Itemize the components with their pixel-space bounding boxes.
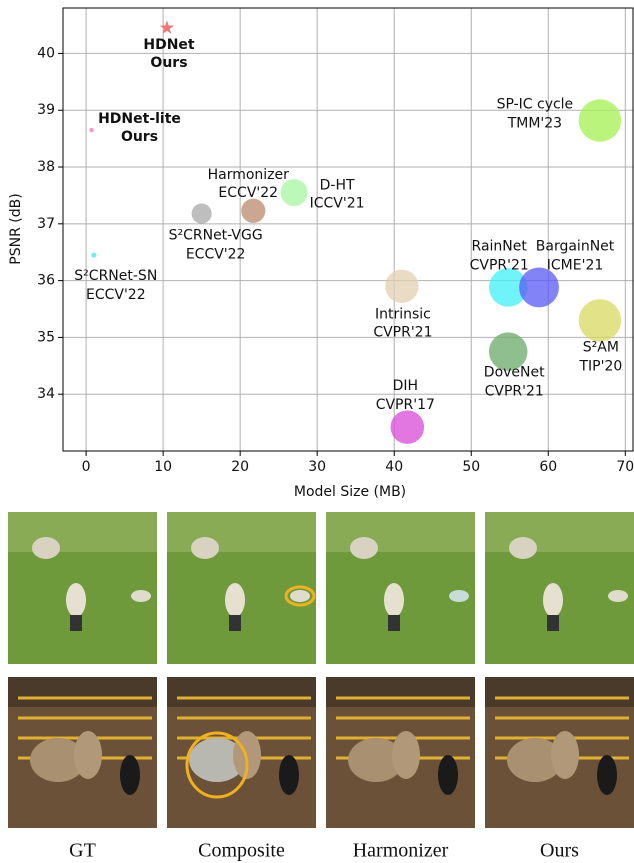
sheep-legs xyxy=(547,615,559,631)
point-label: Ours xyxy=(150,55,187,71)
y-tick-label: 34 xyxy=(37,386,55,402)
point xyxy=(281,179,308,206)
point-label: Ours xyxy=(121,129,158,145)
point-label: HDNet xyxy=(143,37,195,53)
point xyxy=(385,270,418,303)
sheep xyxy=(551,731,579,779)
dog xyxy=(438,755,458,795)
point-label: S²CRNet-SN xyxy=(74,268,157,284)
point-label: RainNet xyxy=(472,238,528,254)
point-label: TMM'23 xyxy=(507,115,562,131)
point xyxy=(89,128,93,132)
point xyxy=(579,99,621,141)
point-label: TIP'20 xyxy=(578,358,622,374)
point xyxy=(91,252,96,257)
point-label: S²CRNet-VGG xyxy=(169,228,263,244)
point xyxy=(519,267,559,307)
x-tick-label: 30 xyxy=(308,459,326,475)
sheep xyxy=(191,537,219,559)
sheep xyxy=(608,590,628,602)
y-axis-label: PSNR (dB) xyxy=(8,193,24,264)
dog xyxy=(120,755,140,795)
point-label: ECCV'22 xyxy=(218,185,278,201)
point-label: S²AM xyxy=(583,339,619,355)
sheep xyxy=(543,583,563,617)
point-label: D-HT xyxy=(320,178,355,194)
caption: Ours xyxy=(540,840,579,862)
photo-dogs xyxy=(326,677,475,828)
y-tick-label: 35 xyxy=(37,329,55,345)
x-axis-label: Model Size (MB) xyxy=(294,484,406,500)
photo-bg xyxy=(8,677,157,707)
point-label: ECCV'22 xyxy=(186,247,246,263)
photo-dogs xyxy=(485,677,634,828)
photo-sheep xyxy=(485,512,634,664)
x-tick-label: 70 xyxy=(616,459,634,475)
point xyxy=(579,299,621,341)
photo-bg xyxy=(485,677,634,707)
caption: GT xyxy=(69,840,96,862)
point xyxy=(241,199,265,223)
sheep xyxy=(384,583,404,617)
sheep xyxy=(290,590,310,602)
sheep xyxy=(32,537,60,559)
sheep xyxy=(225,583,245,617)
photo-dogs xyxy=(8,677,157,828)
dog xyxy=(279,755,299,795)
y-tick-label: 37 xyxy=(37,216,55,232)
point-label: ICCV'21 xyxy=(310,196,365,212)
point xyxy=(391,410,425,444)
point-label: ECCV'22 xyxy=(86,287,146,303)
photo-sheep xyxy=(167,512,316,664)
point-label: CVPR'21 xyxy=(373,324,432,340)
point-label: CVPR'21 xyxy=(485,384,544,400)
point-label: HDNet-lite xyxy=(98,111,181,127)
photo-dogs xyxy=(167,677,316,828)
point-label: DIH xyxy=(393,378,418,394)
photo-bg xyxy=(326,512,475,552)
photo-bg xyxy=(167,677,316,707)
y-tick-label: 39 xyxy=(37,102,55,118)
point-label: CVPR'17 xyxy=(376,397,435,413)
dog xyxy=(597,755,617,795)
photo-bg xyxy=(326,677,475,707)
photo-bg xyxy=(8,512,157,552)
plot-frame xyxy=(63,8,633,451)
point-label: Intrinsic xyxy=(375,306,431,322)
sheep-legs xyxy=(388,615,400,631)
photo-sheep xyxy=(8,512,157,664)
photo-bg xyxy=(167,512,316,552)
y-tick-label: 40 xyxy=(37,45,55,61)
sheep xyxy=(509,537,537,559)
point-label: ICME'21 xyxy=(547,257,604,273)
sheep-legs xyxy=(70,615,82,631)
photo-bg xyxy=(485,512,634,552)
y-tick-label: 38 xyxy=(37,159,55,175)
point xyxy=(160,20,174,34)
x-tick-label: 40 xyxy=(385,459,403,475)
point-label: CVPR'21 xyxy=(470,257,529,273)
point-label: DoveNet xyxy=(484,365,545,381)
x-tick-label: 50 xyxy=(462,459,480,475)
caption: Harmonizer xyxy=(353,840,449,862)
point-label: Harmonizer xyxy=(208,167,290,183)
sheep xyxy=(74,731,102,779)
caption: Composite xyxy=(198,840,285,862)
point-label: SP-IC cycle xyxy=(497,96,574,112)
sheep xyxy=(449,590,469,602)
x-tick-label: 20 xyxy=(231,459,249,475)
point xyxy=(192,204,212,224)
photo-sheep xyxy=(326,512,475,664)
x-tick-label: 10 xyxy=(154,459,172,475)
sheep xyxy=(131,590,151,602)
figure: Model Size (MB) PSNR (dB) 0 10 20 30 40 50 60 7… xyxy=(0,0,634,863)
sheep xyxy=(392,731,420,779)
x-tick-label: 60 xyxy=(539,459,557,475)
sheep-legs xyxy=(229,615,241,631)
x-tick-label: 0 xyxy=(82,459,91,475)
sheep xyxy=(66,583,86,617)
sheep xyxy=(350,537,378,559)
point-label: BargainNet xyxy=(536,238,615,254)
y-tick-label: 36 xyxy=(37,273,55,289)
